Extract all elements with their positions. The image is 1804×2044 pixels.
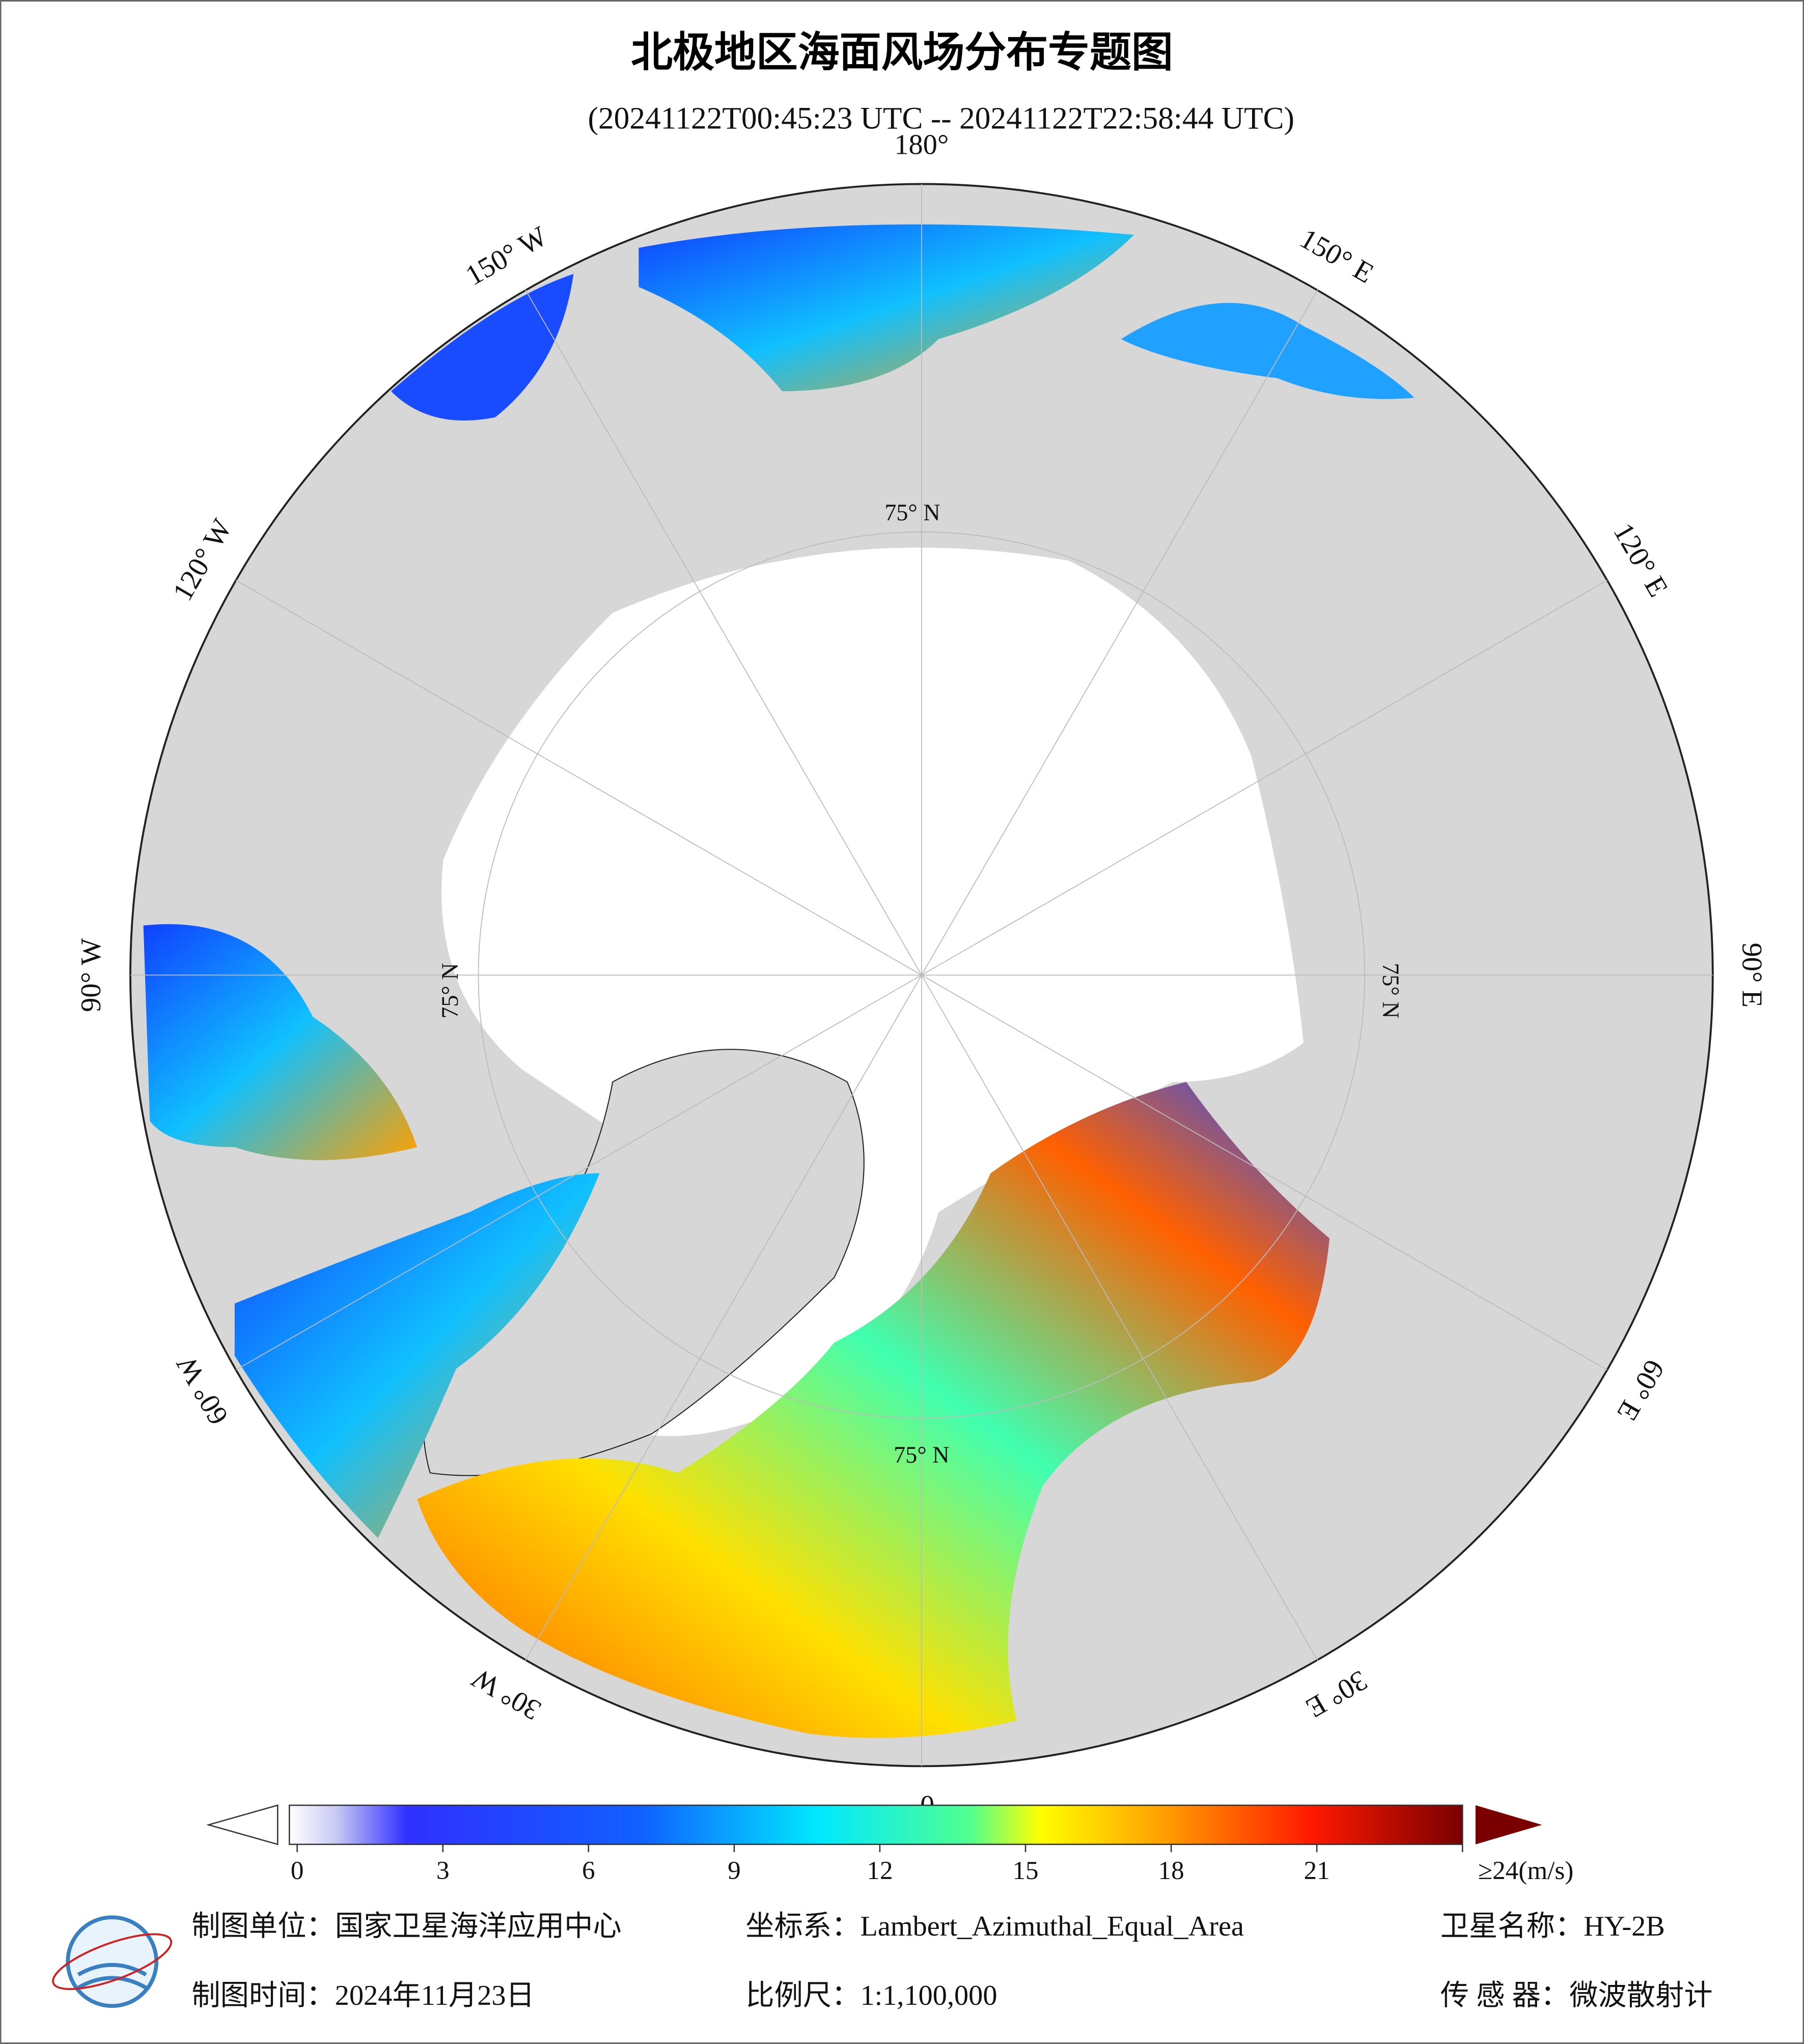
latitude-label: 75° N: [894, 1442, 949, 1468]
footer-date: 制图时间：2024年11月23日: [191, 1980, 534, 2011]
footer-sensor: 传 感 器：微波散射计: [1440, 1980, 1713, 2011]
map: [129, 183, 1714, 1768]
footer-crs: 坐标系：Lambert_Azimuthal_Equal_Area: [745, 1911, 1244, 1942]
wind-field-labrador: [234, 1173, 600, 1538]
wind-field-pacific: [639, 224, 1134, 391]
latitude-label: 75° N: [1378, 963, 1404, 1018]
colorbar: [289, 1804, 1463, 1845]
subtitle: (20241122T00:45:23 UTC -- 20241122T22:58…: [588, 101, 1295, 136]
colorbar-tick-label: 18: [1158, 1856, 1184, 1885]
colorbar-tick-label: 3: [436, 1856, 450, 1885]
longitude-label: 90° E: [1736, 943, 1768, 1007]
longitude-label: 90° W: [75, 938, 107, 1012]
colorbar-tick-label: 9: [728, 1856, 741, 1885]
colorbar-tick-label: 15: [1012, 1856, 1038, 1885]
colorbar-max-arrow: [1475, 1805, 1542, 1844]
footer-scale: 比例尺：1:1,100,000: [745, 1980, 997, 2011]
colorbar-min-arrow: [206, 1804, 279, 1845]
colorbar-tick-label: 0: [291, 1856, 304, 1885]
wind-field-alaska: [391, 274, 574, 421]
latitude-label: 75° N: [437, 963, 463, 1018]
graticule: [130, 184, 1713, 1767]
colorbar-tick-label: ≥24(m/s): [1478, 1856, 1573, 1885]
wind-field-okhotsk: [1121, 302, 1414, 399]
colorbar-tick-label: 12: [867, 1856, 893, 1885]
longitude-label: 180°: [894, 129, 949, 161]
latitude-label: 75° N: [884, 499, 940, 525]
footer-satellite: 卫星名称：HY-2B: [1440, 1911, 1665, 1942]
logo: [52, 1915, 173, 2008]
colorbar-tick-label: 21: [1304, 1856, 1330, 1885]
wind-field-hudson: [143, 924, 418, 1160]
footer-unit: 制图单位：国家卫星海洋应用中心: [191, 1911, 621, 1942]
wind-field-atlantic: [417, 1082, 1330, 1738]
colorbar-tick-label: 6: [582, 1856, 595, 1885]
title: 北极地区海面风场分布专题图: [631, 28, 1173, 76]
